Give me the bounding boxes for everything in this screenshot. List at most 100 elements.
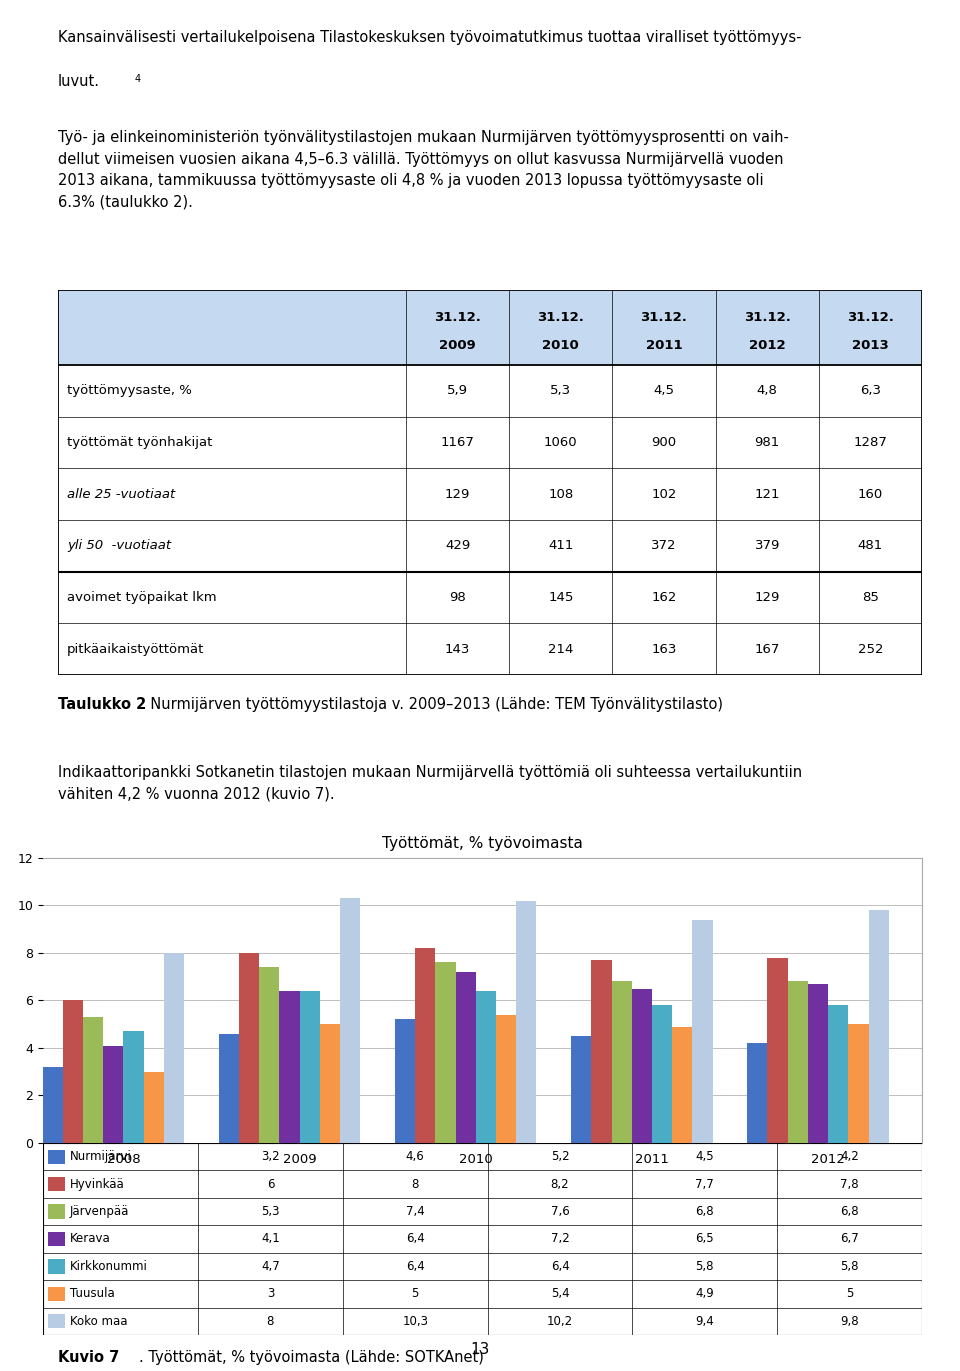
Text: 5,2: 5,2 bbox=[551, 1150, 569, 1163]
Text: 7,8: 7,8 bbox=[840, 1178, 859, 1190]
FancyBboxPatch shape bbox=[58, 624, 922, 675]
Text: 9,8: 9,8 bbox=[840, 1315, 859, 1327]
Text: 13: 13 bbox=[470, 1341, 490, 1356]
Text: . Nurmijärven työttömyystilastoja v. 2009–2013 (Lähde: TEM Työnvälitystilasto): . Nurmijärven työttömyystilastoja v. 200… bbox=[141, 696, 723, 712]
Bar bbox=[767, 958, 788, 1143]
Text: 2012: 2012 bbox=[749, 339, 785, 352]
Text: 7,6: 7,6 bbox=[551, 1205, 569, 1217]
FancyBboxPatch shape bbox=[58, 572, 922, 624]
Text: 4,5: 4,5 bbox=[654, 384, 675, 398]
Text: Nurmijärvi: Nurmijärvi bbox=[70, 1150, 132, 1163]
Text: 145: 145 bbox=[548, 591, 573, 605]
Text: 252: 252 bbox=[857, 643, 883, 655]
Text: 31.12.: 31.12. bbox=[538, 311, 585, 324]
Text: 4,6: 4,6 bbox=[406, 1150, 424, 1163]
Text: pitkäaikaistyöttömät: pitkäaikaistyöttömät bbox=[67, 643, 204, 655]
Text: . Työttömät, % työvoimasta (Lähde: SOTKAnet): . Työttömät, % työvoimasta (Lähde: SOTKA… bbox=[139, 1350, 484, 1366]
Bar bbox=[83, 1017, 103, 1143]
Text: 5,3: 5,3 bbox=[550, 384, 571, 398]
Text: luvut.: luvut. bbox=[58, 74, 100, 89]
Text: 31.12.: 31.12. bbox=[847, 311, 894, 324]
Text: 900: 900 bbox=[652, 436, 677, 448]
Text: 481: 481 bbox=[858, 539, 883, 553]
FancyBboxPatch shape bbox=[48, 1149, 65, 1164]
Text: 4,2: 4,2 bbox=[840, 1150, 859, 1163]
Text: 162: 162 bbox=[651, 591, 677, 605]
Text: Kansainvälisesti vertailukelpoisena Tilastokeskuksen työvoimatutkimus tuottaa vi: Kansainvälisesti vertailukelpoisena Tila… bbox=[58, 30, 802, 45]
FancyBboxPatch shape bbox=[48, 1315, 65, 1328]
Text: 4,8: 4,8 bbox=[756, 384, 778, 398]
Text: yli 50  -vuotiaat: yli 50 -vuotiaat bbox=[67, 539, 171, 553]
Text: Taulukko 2: Taulukko 2 bbox=[58, 696, 146, 712]
Text: 6,3: 6,3 bbox=[860, 384, 881, 398]
Bar bbox=[828, 1005, 849, 1143]
Text: 3: 3 bbox=[267, 1287, 275, 1300]
Title: Työttömät, % työvoimasta: Työttömät, % työvoimasta bbox=[382, 836, 583, 851]
FancyBboxPatch shape bbox=[48, 1205, 65, 1219]
Bar bbox=[476, 991, 496, 1143]
Text: 4: 4 bbox=[135, 74, 141, 84]
Bar bbox=[144, 1072, 164, 1143]
Text: 4,1: 4,1 bbox=[261, 1233, 279, 1245]
Text: 10,3: 10,3 bbox=[402, 1315, 428, 1327]
FancyBboxPatch shape bbox=[48, 1233, 65, 1246]
Text: 1287: 1287 bbox=[853, 436, 887, 448]
Text: 167: 167 bbox=[755, 643, 780, 655]
Text: 5,8: 5,8 bbox=[696, 1260, 714, 1272]
Text: 7,4: 7,4 bbox=[406, 1205, 424, 1217]
Text: Hyvinkää: Hyvinkää bbox=[70, 1178, 125, 1190]
Text: 379: 379 bbox=[755, 539, 780, 553]
Bar bbox=[747, 1043, 767, 1143]
Bar bbox=[62, 1001, 83, 1143]
Text: alle 25 -vuotiaat: alle 25 -vuotiaat bbox=[67, 488, 176, 500]
Bar bbox=[279, 991, 300, 1143]
Text: 5: 5 bbox=[412, 1287, 419, 1300]
Text: 98: 98 bbox=[449, 591, 466, 605]
Bar bbox=[219, 1034, 239, 1143]
Text: 163: 163 bbox=[651, 643, 677, 655]
Text: 85: 85 bbox=[862, 591, 878, 605]
Text: 2010: 2010 bbox=[542, 339, 579, 352]
Bar bbox=[692, 920, 712, 1143]
FancyBboxPatch shape bbox=[58, 520, 922, 572]
Text: 9,4: 9,4 bbox=[695, 1315, 714, 1327]
FancyBboxPatch shape bbox=[48, 1260, 65, 1274]
FancyBboxPatch shape bbox=[58, 365, 922, 417]
Text: Järvenpää: Järvenpää bbox=[70, 1205, 130, 1217]
Bar bbox=[300, 991, 320, 1143]
Bar bbox=[415, 949, 435, 1143]
Text: 429: 429 bbox=[445, 539, 470, 553]
Text: 5,4: 5,4 bbox=[551, 1287, 569, 1300]
Text: 108: 108 bbox=[548, 488, 573, 500]
Bar bbox=[849, 1024, 869, 1143]
Text: Kerava: Kerava bbox=[70, 1233, 110, 1245]
Bar bbox=[239, 953, 259, 1143]
Bar bbox=[103, 1046, 124, 1143]
Bar bbox=[42, 1067, 62, 1143]
Text: 8: 8 bbox=[267, 1315, 275, 1327]
Bar bbox=[259, 968, 279, 1143]
Bar bbox=[869, 910, 889, 1143]
Bar bbox=[435, 962, 456, 1143]
Text: Työ- ja elinkeinoministeriön työnvälitystilastojen mukaan Nurmijärven työttömyy: Työ- ja elinkeinoministeriön työnvälity… bbox=[58, 130, 789, 210]
Text: 6,8: 6,8 bbox=[695, 1205, 714, 1217]
Bar bbox=[340, 898, 360, 1143]
Text: 31.12.: 31.12. bbox=[744, 311, 791, 324]
Text: 4,7: 4,7 bbox=[261, 1260, 279, 1272]
Bar bbox=[591, 960, 612, 1143]
Text: 8,2: 8,2 bbox=[551, 1178, 569, 1190]
Text: 6,4: 6,4 bbox=[551, 1260, 569, 1272]
Text: 129: 129 bbox=[755, 591, 780, 605]
Bar bbox=[456, 972, 476, 1143]
FancyBboxPatch shape bbox=[58, 291, 922, 365]
Text: 160: 160 bbox=[858, 488, 883, 500]
Text: 2011: 2011 bbox=[646, 339, 683, 352]
Text: 2009: 2009 bbox=[440, 339, 476, 352]
Text: 6: 6 bbox=[267, 1178, 275, 1190]
Text: 1167: 1167 bbox=[441, 436, 474, 448]
Text: työttömyysaste, %: työttömyysaste, % bbox=[67, 384, 192, 398]
Text: 6,4: 6,4 bbox=[406, 1260, 424, 1272]
Text: Indikaattoripankki Sotkanetin tilastojen mukaan Nurmijärvellä työttömiä oli suht: Indikaattoripankki Sotkanetin tilastojen… bbox=[58, 765, 803, 802]
Bar bbox=[320, 1024, 340, 1143]
Text: 31.12.: 31.12. bbox=[640, 311, 687, 324]
